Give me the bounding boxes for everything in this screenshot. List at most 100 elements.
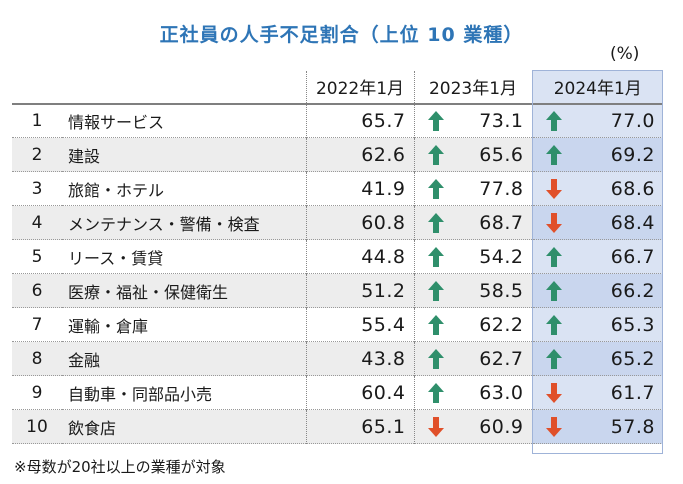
rank-cell: 7 (31, 314, 43, 335)
column-header-2024: 2024年1月 (531, 70, 663, 105)
value-2024: 68.6 (610, 177, 655, 200)
arrow-up-icon (427, 110, 444, 131)
column-header-2023: 2023年1月 (413, 70, 532, 105)
value-2023-wrap: 63.0 (415, 382, 524, 404)
value-2024-wrap: 68.6 (533, 178, 656, 200)
header-blank (12, 70, 62, 105)
value-2024-wrap: 77.0 (533, 110, 656, 132)
value-2023: 73.1 (479, 109, 524, 132)
value-2022-cell: 65.1 (305, 409, 414, 444)
value-2023-wrap: 60.9 (415, 416, 524, 438)
value-2022-cell: 43.8 (305, 341, 414, 376)
table-row: 9 自動車・同部品小売 60.4 63.0 61.7 (12, 375, 663, 410)
value-2024-cell: 69.2 (531, 137, 663, 172)
value-2023: 62.2 (479, 313, 524, 336)
value-2023-cell: 65.6 (413, 137, 532, 172)
value-2023-cell: 54.2 (413, 239, 532, 274)
industry-cell: 医療・福祉・保健衛生 (62, 273, 306, 308)
value-2024-cell: 77.0 (531, 103, 663, 138)
value-2024-cell: 65.2 (531, 341, 663, 376)
value-2023-wrap: 62.7 (415, 348, 524, 370)
value-2022-cell: 60.4 (305, 375, 414, 410)
value-2023: 68.7 (479, 211, 524, 234)
table-row: 2 建設 62.6 65.6 69.2 (12, 137, 663, 172)
industry-cell: 建設 (62, 137, 306, 172)
arrow-up-icon (427, 178, 444, 199)
value-2024-wrap: 68.4 (533, 212, 656, 234)
unit-label: (%) (610, 44, 640, 64)
arrow-up-icon (427, 144, 444, 165)
arrow-up-icon (545, 280, 562, 301)
value-2023: 62.7 (479, 347, 524, 370)
value-2024-cell: 68.4 (531, 205, 663, 240)
value-2024: 57.8 (610, 415, 655, 438)
value-2023-wrap: 65.6 (415, 144, 524, 166)
arrow-up-icon (427, 314, 444, 335)
value-2023: 54.2 (479, 245, 524, 268)
arrow-down-icon (545, 212, 562, 233)
value-2023: 58.5 (479, 279, 524, 302)
value-2024: 65.2 (610, 347, 655, 370)
column-header-2022: 2022年1月 (305, 70, 414, 105)
value-2024-wrap: 57.8 (533, 416, 656, 438)
value-2023-cell: 77.8 (413, 171, 532, 206)
table-row: 5 リース・賃貸 44.8 54.2 66.7 (12, 239, 663, 274)
value-2023: 63.0 (479, 381, 524, 404)
value-2023: 65.6 (479, 143, 524, 166)
value-2024-cell: 66.2 (531, 273, 663, 308)
arrow-down-icon (427, 416, 444, 437)
industry-cell: 自動車・同部品小売 (68, 384, 213, 404)
rank-cell: 10 (12, 409, 62, 444)
value-2024-cell: 57.8 (531, 409, 663, 444)
value-2023-cell: 73.1 (413, 103, 532, 138)
value-2023-cell: 60.9 (413, 409, 532, 444)
rank-cell: 1 (31, 110, 43, 131)
arrow-up-icon (427, 280, 444, 301)
rank-cell: 4 (12, 205, 62, 240)
rank-cell: 5 (31, 246, 43, 267)
value-2024: 65.3 (610, 313, 655, 336)
value-2023-wrap: 62.2 (415, 314, 524, 336)
rank-cell: 9 (31, 382, 43, 403)
table-row: 8 金融 43.8 62.7 65.2 (12, 341, 663, 376)
value-2023-cell: 62.2 (413, 307, 532, 342)
table-row: 1 情報サービス 65.7 73.1 77.0 (12, 103, 663, 138)
value-2023-cell: 58.5 (413, 273, 532, 308)
value-2024-wrap: 69.2 (533, 144, 656, 166)
value-2024: 66.7 (610, 245, 655, 268)
value-2024-cell: 68.6 (531, 171, 663, 206)
value-2023: 60.9 (479, 415, 524, 438)
value-2024: 69.2 (610, 143, 655, 166)
rank-cell: 2 (12, 137, 62, 172)
value-2023-wrap: 58.5 (415, 280, 524, 302)
rank-cell: 6 (12, 273, 62, 308)
arrow-up-icon (545, 246, 562, 267)
table-row: 4 メンテナンス・警備・検査 60.8 68.7 68.4 (12, 205, 663, 240)
value-2022-cell: 65.7 (305, 103, 414, 138)
value-2024-wrap: 66.2 (533, 280, 656, 302)
chart-title: 正社員の人手不足割合（上位 10 業種） (159, 24, 524, 46)
industry-cell: 情報サービス (68, 112, 165, 132)
arrow-down-icon (545, 416, 562, 437)
value-2024: 68.4 (610, 211, 655, 234)
industry-cell: 運輸・倉庫 (68, 316, 149, 336)
value-2023-cell: 63.0 (413, 375, 532, 410)
value-2022-cell: 62.6 (305, 137, 414, 172)
value-2023-wrap: 73.1 (415, 110, 524, 132)
table-body: 1 情報サービス 65.7 73.1 77.0 2 建設 62.6 65.6 69.2 3 旅館・ホテ… (12, 103, 663, 444)
value-2024-cell: 61.7 (531, 375, 663, 410)
value-2022-cell: 44.8 (305, 239, 414, 274)
industry-table: 2022年1月 2023年1月 2024年1月 1 情報サービス 65.7 73.1 7… (12, 70, 663, 444)
table-row: 10 飲食店 65.1 60.9 57.8 (12, 409, 663, 444)
value-2022-cell: 41.9 (305, 171, 414, 206)
value-2023-cell: 62.7 (413, 341, 532, 376)
rank-cell: 8 (12, 341, 62, 376)
arrow-up-icon (545, 110, 562, 131)
arrow-up-icon (545, 144, 562, 165)
value-2023-wrap: 54.2 (415, 246, 524, 268)
arrow-down-icon (545, 382, 562, 403)
arrow-up-icon (427, 348, 444, 369)
value-2024-wrap: 65.2 (533, 348, 656, 370)
value-2024: 77.0 (610, 109, 655, 132)
arrow-up-icon (427, 246, 444, 267)
